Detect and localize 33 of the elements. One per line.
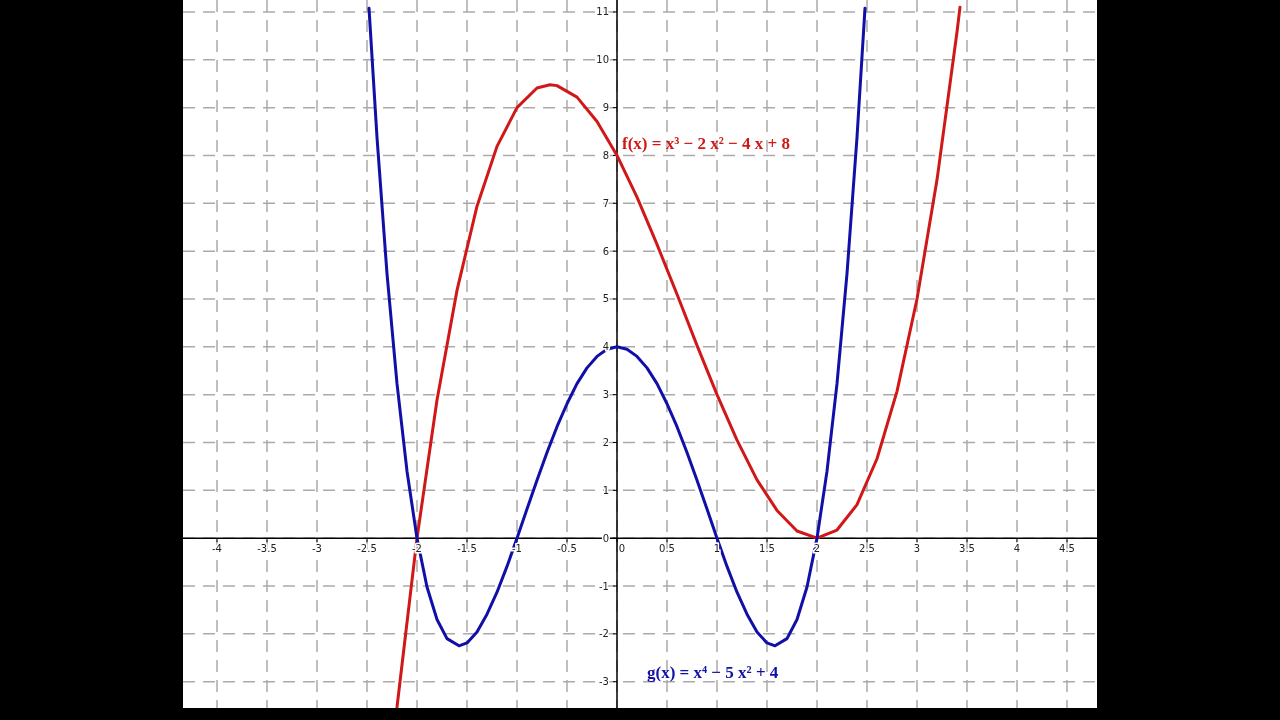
y-tick-label: 6 (602, 245, 609, 257)
y-tick-label: 8 (602, 149, 609, 161)
x-tick-label: 4 (1013, 543, 1021, 555)
y-tick-label: -2 (599, 628, 609, 640)
y-tick-label: -1 (599, 580, 609, 592)
x-tick-label: -3.5 (257, 543, 277, 555)
y-tick-label: -3 (599, 676, 609, 688)
x-tick-label: -2.5 (357, 543, 377, 555)
x-tick-label: -2 (412, 543, 422, 555)
x-tick-label: 3.5 (959, 543, 975, 555)
x-tick-label: 2 (813, 543, 821, 555)
y-tick-label: 7 (602, 197, 609, 209)
x-tick-label: -4 (212, 543, 222, 555)
y-tick-label: 3 (602, 389, 609, 401)
y-tick-label: 10 (596, 54, 609, 66)
x-tick-label: -3 (312, 543, 322, 555)
y-tick-label: 2 (602, 437, 609, 448)
series-label: g(x) = x⁴ − 5 x² + 4 (647, 663, 779, 682)
x-tick-label: 4.5 (1059, 543, 1075, 555)
x-tick-label: 1.5 (759, 543, 775, 555)
y-tick-label: 11 (596, 6, 609, 18)
x-tick-label: 2.5 (859, 543, 875, 555)
line-series (395, 5, 962, 708)
y-tick-label: 5 (602, 293, 609, 305)
x-tick-label: -1.5 (457, 543, 477, 555)
y-tick-label: 1 (602, 484, 609, 496)
x-tick-label: 0 (618, 543, 626, 555)
x-tick-label: 0.5 (659, 543, 675, 555)
y-tick-label: 9 (602, 102, 609, 114)
x-tick-label: -0.5 (557, 543, 577, 555)
x-tick-label: 1 (713, 543, 721, 555)
x-tick-label: 3 (913, 543, 921, 555)
series-label: f(x) = x³ − 2 x² − 4 x + 8 (622, 134, 790, 154)
